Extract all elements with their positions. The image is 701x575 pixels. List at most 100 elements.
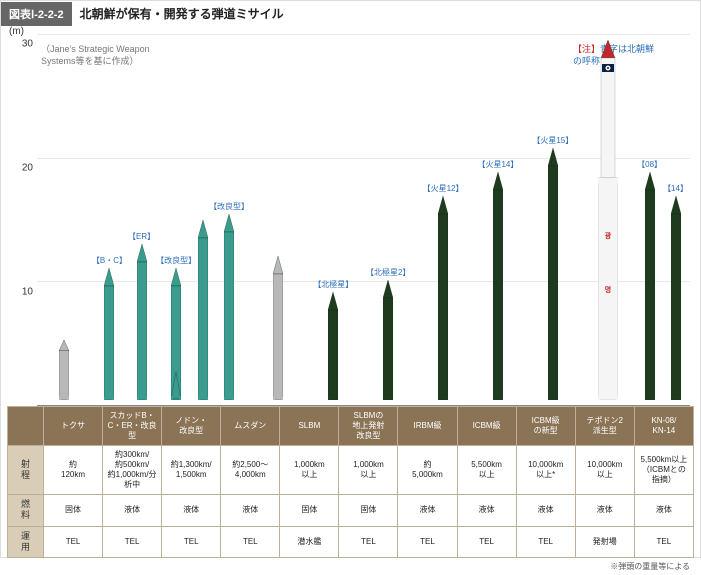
table-header-row: トクサスカッドB・C・ER・改良型ノドン・改良型ムスダンSLBMSLBMの地上発… [8,407,694,446]
missile-icon [645,172,655,405]
variant-label: 【ER】 [128,231,155,242]
missile-column: 【火星15】 [525,34,580,405]
table-cell: 液体 [221,495,280,527]
table-row: 射程約120km約300km/約500km/約1,000km/分析中約1,300… [8,446,694,495]
missile: 【ER】 [128,231,155,405]
figure-number-tag: 図表Ⅰ-2-2-2 [1,2,72,26]
missile-group: 【改良型】 [198,201,249,405]
missile [198,220,208,405]
missile-icon [548,148,558,405]
missile-icon [438,196,448,405]
missile-icon [328,292,338,405]
missile-group: 【火星14】 [477,159,518,405]
table-column-header: ムスダン [221,407,280,446]
missile-icon [383,280,393,405]
missile-column: 광 명 [580,34,635,405]
table-cell: TEL [516,526,575,558]
variant-label: 【改良型】 [156,255,196,266]
missile-icon [671,196,681,405]
figure-header: 図表Ⅰ-2-2-2 北朝鮮が保有・開発する弾道ミサイル [1,1,700,26]
figure-title: 北朝鮮が保有・開発する弾道ミサイル [72,1,292,26]
svg-text:광: 광 [604,231,611,240]
table-cell: 5,500km以上（ICBMとの指摘） [634,446,693,495]
missile-icon [198,220,208,405]
table-cell: 約300km/約500km/約1,000km/分析中 [103,446,162,495]
variant-label: 【北極星2】 [366,267,410,278]
table-cell: 約120km [44,446,103,495]
footnote: ※弾頭の重量等による [1,558,700,575]
table-cell: 液体 [103,495,162,527]
table-cell: TEL [103,526,162,558]
table-cell: 液体 [634,495,693,527]
table-cell: 液体 [575,495,634,527]
missile [59,340,69,405]
chart-area: (m) 102030 （Jane's Strategic Weapon Syst… [1,26,700,406]
missile-icon [137,244,147,405]
y-tick-label: 30 [22,39,33,50]
table-column-header: SLBMの地上発射改良型 [339,407,398,446]
y-axis: 10 20 30 [7,34,35,406]
missile: 【改良型】 [209,201,249,405]
missile-group: 광 명 [598,40,618,405]
missile-icon [59,340,69,405]
table-column-header: テポドン2派生型 [575,407,634,446]
y-tick-label: 10 [22,287,33,298]
missile-icon [104,268,114,405]
table-cell: 液体 [162,495,221,527]
table-cell: 固体 [280,495,339,527]
table-cell: 約5,000km [398,446,457,495]
missile-group: 【北極星】 [313,279,353,405]
row-header: 射程 [8,446,44,495]
missile-column [37,34,92,405]
variant-label: 【B・C】 [92,255,127,266]
svg-text:명: 명 [604,285,610,294]
table-cell: 液体 [457,495,516,527]
table-column-header: スカッドB・C・ER・改良型 [103,407,162,446]
table-cell: TEL [398,526,457,558]
variant-label: 【火星15】 [532,135,573,146]
table-cell: 10,000km以上 [575,446,634,495]
table-cell: TEL [339,526,398,558]
row-header: 燃料 [8,495,44,527]
table-body: 射程約120km約300km/約500km/約1,000km/分析中約1,300… [8,446,694,558]
variant-label: 【北極星】 [313,279,353,290]
missile: 【北極星2】 [366,267,410,405]
table-column-header: SLBM [280,407,339,446]
plot-area: 【B・C】 【ER】 【改良型】 【改良型】 【北極星】 [37,34,690,406]
missile-column: 【北極星2】 [361,34,416,405]
missile-group: 【北極星2】 [366,267,410,405]
table-cell: 液体 [398,495,457,527]
missile-group [273,256,283,405]
table-cell: 1,000km以上 [280,446,339,495]
missile-group: 【B・C】 【ER】 【改良型】 [92,231,196,405]
table-column-header: KN-08/KN-14 [634,407,693,446]
table-cell: 発射場 [575,526,634,558]
missile-column [251,34,306,405]
table-cell: TEL [44,526,103,558]
missile [273,256,283,405]
variant-label: 【火星14】 [477,159,518,170]
table-column-header: ノドン・改良型 [162,407,221,446]
variant-label: 【14】 [663,183,688,194]
missile-group: 【火星15】 [532,135,573,405]
missile: 【改良型】 [156,255,196,405]
table-cell: 潜水艦 [280,526,339,558]
missile-column: 【改良型】 [196,34,251,405]
table-row: 運用TELTELTELTEL潜水艦TELTELTELTEL発射場TEL [8,526,694,558]
table-cell: TEL [162,526,221,558]
table-row: 燃料固体液体液体液体固体固体液体液体液体液体液体 [8,495,694,527]
table-cell: 1,000km以上 [339,446,398,495]
missile-icon: 광 명 [598,40,618,405]
missile-column: 【火星12】 [416,34,471,405]
table-cell: 約1,300km/1,500km [162,446,221,495]
y-tick-label: 20 [22,163,33,174]
figure-container: 図表Ⅰ-2-2-2 北朝鮮が保有・開発する弾道ミサイル (m) 102030 （… [0,0,701,558]
row-header: 運用 [8,526,44,558]
missile: 【08】 [637,159,662,405]
table-cell: TEL [634,526,693,558]
missile: 【火星14】 [477,159,518,405]
table-cell: 約2,500〜4,000km [221,446,280,495]
spec-table: トクサスカッドB・C・ER・改良型ノドン・改良型ムスダンSLBMSLBMの地上発… [7,406,694,558]
table-cell: TEL [457,526,516,558]
missile: 【14】 [663,183,688,405]
